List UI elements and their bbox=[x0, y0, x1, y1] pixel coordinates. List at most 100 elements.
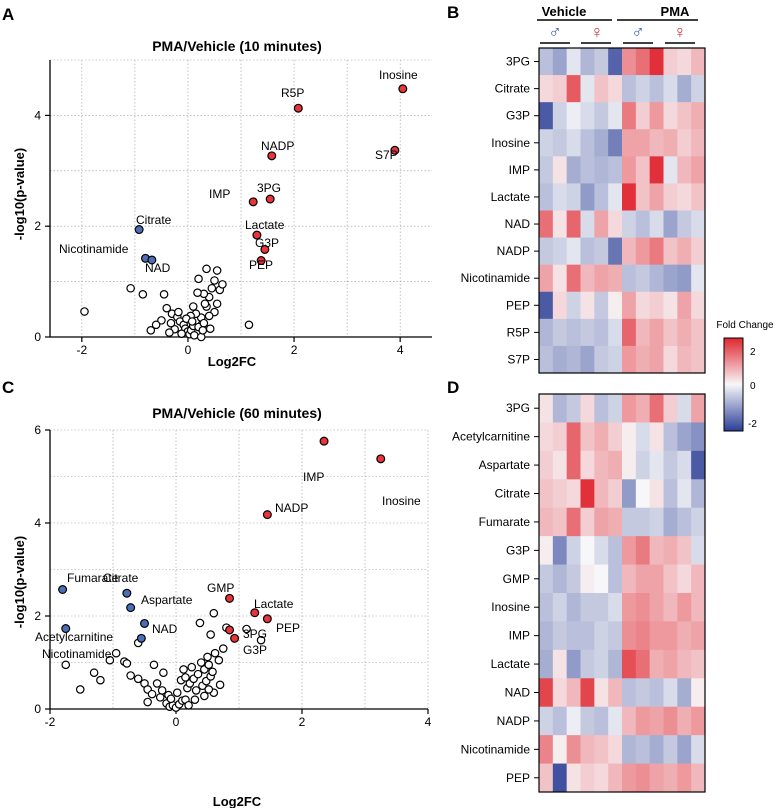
heatmap-cell bbox=[649, 479, 664, 509]
row-label: Acetylcarnitine bbox=[452, 430, 530, 444]
data-point bbox=[165, 328, 174, 337]
heatmap-cell bbox=[608, 678, 623, 708]
colorbar: Fold Change 2 0 -2 bbox=[716, 320, 774, 432]
heatmap-cell bbox=[580, 763, 595, 793]
heatmap-cell bbox=[580, 345, 595, 374]
point-label: Fumarate bbox=[67, 571, 119, 585]
heatmap-cell bbox=[539, 75, 554, 103]
heatmap-cell bbox=[608, 102, 623, 130]
heatmap-cell bbox=[552, 318, 568, 347]
heatmap-cell bbox=[691, 507, 706, 537]
data-point-g3p bbox=[260, 244, 270, 254]
data-point bbox=[143, 697, 152, 707]
data-point bbox=[212, 299, 222, 309]
heatmap-cell bbox=[539, 264, 554, 293]
data-point bbox=[204, 311, 214, 321]
heatmap-cell bbox=[580, 183, 595, 211]
heatmap-cell bbox=[566, 237, 581, 266]
heatmap-cell bbox=[580, 102, 595, 130]
row-label: 3PG bbox=[506, 401, 530, 415]
heatmap-cell bbox=[663, 75, 678, 103]
x-tick-label: 0 bbox=[185, 343, 192, 357]
heatmap-cell bbox=[580, 536, 595, 565]
heatmap-cell bbox=[580, 649, 595, 679]
point-label: Inosine bbox=[382, 494, 421, 508]
row-label: IMP bbox=[509, 163, 530, 177]
point-label: NAD bbox=[145, 261, 171, 275]
colorbar-tick-max: 2 bbox=[750, 347, 756, 358]
group-label-pma: PMA bbox=[661, 4, 691, 19]
row-label: Lactate bbox=[491, 657, 531, 671]
y-axis-label: -log10(p-value) bbox=[12, 536, 27, 628]
heatmap-cell bbox=[594, 593, 609, 622]
heatmap-cell bbox=[566, 507, 581, 537]
heatmap-cell bbox=[539, 318, 554, 347]
heatmap-cell bbox=[677, 291, 692, 320]
heatmap-cell bbox=[663, 291, 678, 320]
heatmap-cell bbox=[594, 237, 609, 266]
heatmap-cell bbox=[649, 237, 664, 266]
heatmap-cell bbox=[580, 75, 595, 103]
heatmap-cell bbox=[622, 479, 637, 509]
heatmap-cell bbox=[663, 48, 678, 76]
data-point-fumarate bbox=[58, 584, 68, 594]
heatmap-cell bbox=[691, 422, 706, 452]
point-label: Nicotinamide bbox=[42, 647, 112, 661]
heatmap-cell bbox=[608, 318, 623, 347]
heatmap-cell bbox=[608, 763, 623, 793]
heatmap-cell bbox=[677, 735, 692, 764]
male-symbol-icon: ♂ bbox=[548, 22, 562, 42]
heatmap-cell bbox=[566, 593, 581, 622]
heatmap-cell bbox=[608, 593, 623, 622]
heatmap-cell bbox=[649, 763, 664, 793]
heatmap-cell bbox=[608, 479, 623, 509]
heatmap-cell bbox=[552, 507, 568, 537]
data-point bbox=[207, 283, 217, 293]
heatmap-group-header: Vehicle PMA ♂ ♀ ♂ ♀ bbox=[537, 4, 698, 44]
heatmap-cell bbox=[677, 621, 692, 651]
row-label: Inosine bbox=[491, 136, 530, 150]
data-point bbox=[157, 686, 167, 695]
row-label: NADP bbox=[497, 244, 530, 258]
y-tick-label: 4 bbox=[34, 108, 41, 122]
heatmap-cell bbox=[594, 621, 609, 651]
heatmap-cell bbox=[663, 318, 678, 347]
row-label: PEP bbox=[506, 298, 530, 312]
heatmap-cell bbox=[691, 210, 706, 238]
heatmap-cell bbox=[539, 735, 554, 764]
heatmap-cell bbox=[594, 507, 609, 537]
data-point bbox=[174, 307, 183, 317]
data-point-citrate bbox=[122, 588, 132, 598]
data-point bbox=[105, 655, 115, 665]
data-point bbox=[181, 673, 190, 682]
data-point bbox=[212, 266, 222, 275]
data-point bbox=[209, 608, 219, 618]
heatmap-cell bbox=[622, 649, 637, 679]
heatmap-cell bbox=[677, 237, 692, 266]
heatmap-cell bbox=[566, 649, 581, 679]
heatmap-cell bbox=[608, 507, 623, 537]
heatmap-cell bbox=[635, 450, 651, 480]
heatmap-cell bbox=[539, 479, 554, 509]
heatmap-cell bbox=[635, 183, 651, 211]
female-symbol-icon: ♀ bbox=[673, 22, 687, 42]
heatmap-cell bbox=[635, 394, 651, 423]
heatmap-cell bbox=[608, 156, 623, 184]
data-point bbox=[196, 658, 206, 667]
heatmap-cell bbox=[552, 479, 568, 509]
data-point-lactate bbox=[250, 608, 260, 618]
point-label: G3P bbox=[255, 236, 279, 250]
heatmap-cell bbox=[691, 763, 706, 793]
y-tick-label: 2 bbox=[34, 219, 41, 233]
heatmap-cell bbox=[635, 48, 651, 76]
data-point bbox=[203, 652, 212, 662]
heatmap-cell bbox=[566, 129, 581, 157]
point-label: Lactate bbox=[245, 218, 285, 232]
colorbar-gradient bbox=[723, 337, 744, 432]
point-label: NADP bbox=[261, 139, 294, 153]
data-point-imp bbox=[248, 197, 258, 207]
data-point bbox=[187, 317, 197, 326]
x-tick-label: 4 bbox=[397, 343, 404, 357]
heatmap-cell bbox=[649, 507, 664, 537]
heatmap-cell bbox=[622, 706, 637, 736]
